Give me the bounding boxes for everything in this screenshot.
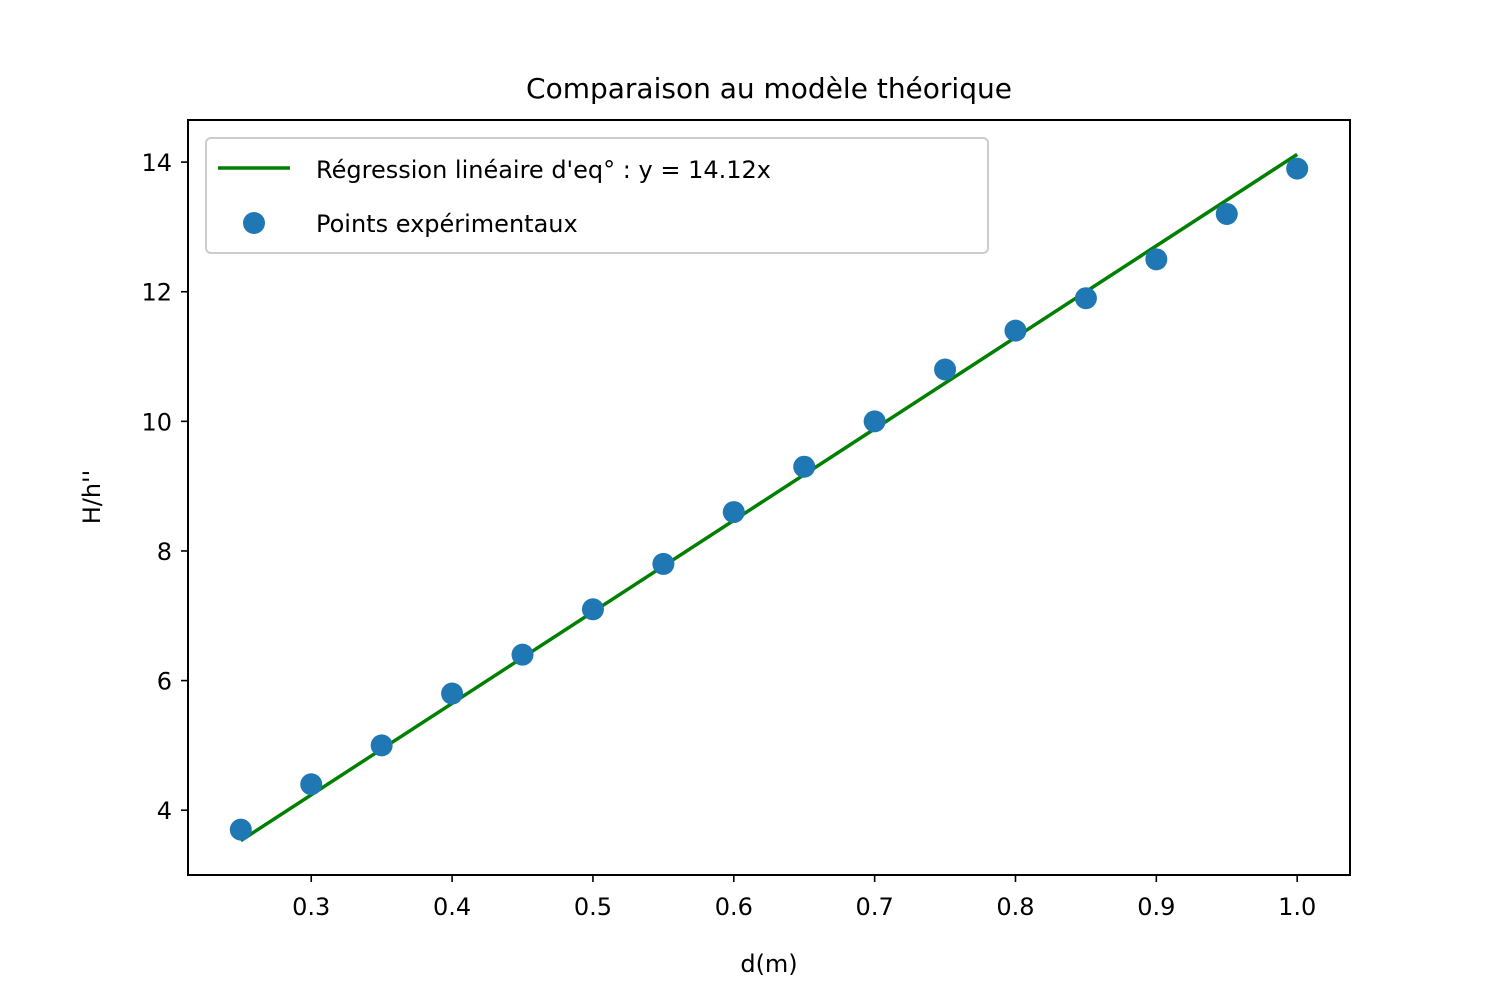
- y-tick-label: 8: [157, 538, 172, 566]
- y-tick-label: 10: [141, 408, 172, 436]
- legend-label-regression: Régression linéaire d'eq° : y = 14.12x: [316, 156, 771, 184]
- data-point: [1145, 248, 1168, 271]
- x-axis: 0.3 0.4 0.5 0.6 0.7 0.8 0.9 1.0: [292, 875, 1316, 921]
- x-tick-label: 0.3: [292, 893, 330, 921]
- data-point: [511, 643, 534, 666]
- legend-marker-swatch: [243, 212, 265, 234]
- x-tick-label: 0.9: [1137, 893, 1175, 921]
- data-point: [441, 682, 464, 705]
- data-point: [1215, 202, 1238, 225]
- regression-line: [239, 152, 1299, 843]
- axes-frame: [187, 119, 1351, 876]
- y-axis-label: H/h'': [78, 470, 106, 525]
- data-point: [1286, 157, 1309, 180]
- y-tick-label: 14: [141, 149, 172, 177]
- data-point: [652, 552, 675, 575]
- data-point: [863, 410, 886, 433]
- data-point: [934, 358, 957, 381]
- x-tick-label: 0.7: [856, 893, 894, 921]
- data-point: [370, 734, 393, 757]
- x-axis-label: d(m): [740, 950, 797, 978]
- data-point: [722, 501, 745, 524]
- x-tick-label: 0.6: [715, 893, 753, 921]
- data-point: [1074, 287, 1097, 310]
- y-tick-label: 12: [141, 279, 172, 307]
- y-tick-label: 4: [157, 797, 172, 825]
- y-axis: 4 6 8 10 12 14: [141, 149, 188, 825]
- legend: Régression linéaire d'eq° : y = 14.12x P…: [205, 137, 989, 254]
- data-point: [793, 455, 816, 478]
- x-tick-label: 1.0: [1278, 893, 1316, 921]
- data-point: [1004, 319, 1027, 342]
- data-point: [229, 818, 252, 841]
- y-tick-label: 6: [157, 668, 172, 696]
- plot-area: [229, 152, 1309, 843]
- x-tick-label: 0.5: [574, 893, 612, 921]
- data-point: [581, 598, 604, 621]
- data-point: [300, 773, 323, 796]
- chart-title: Comparaison au modèle théorique: [526, 72, 1012, 105]
- x-tick-label: 0.8: [996, 893, 1034, 921]
- legend-label-points: Points expérimentaux: [316, 210, 578, 238]
- x-tick-label: 0.4: [433, 893, 471, 921]
- legend-box: [205, 137, 989, 254]
